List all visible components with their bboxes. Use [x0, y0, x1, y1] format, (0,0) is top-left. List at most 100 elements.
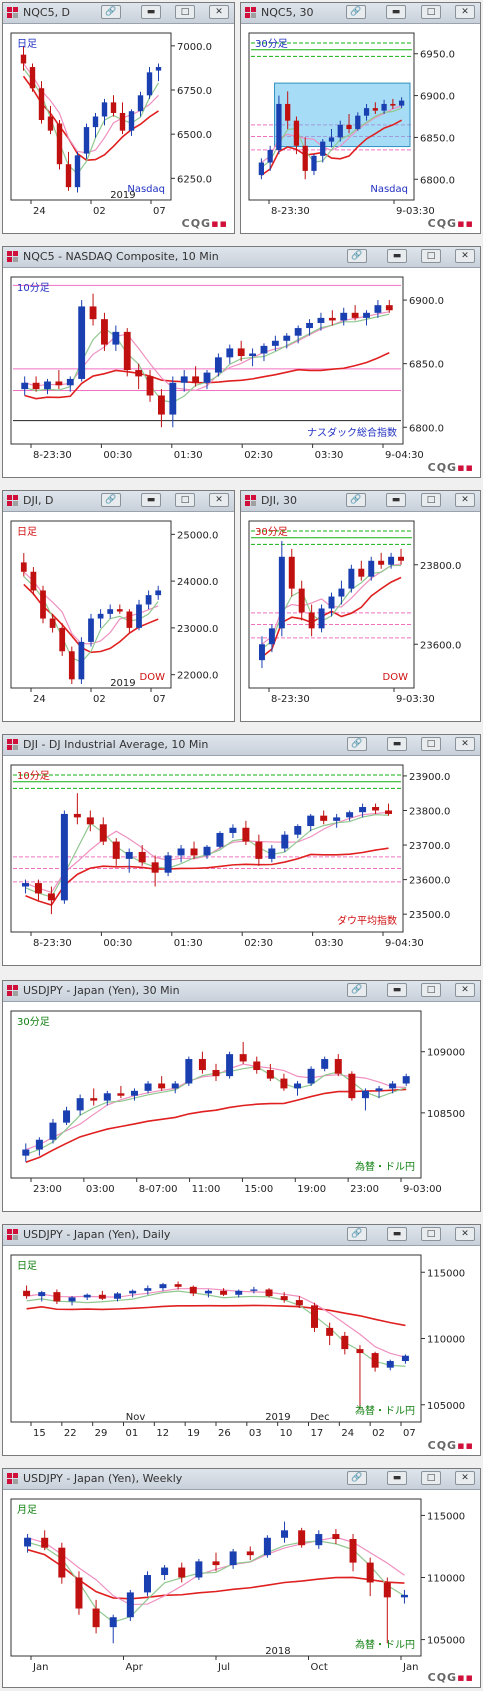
- close-button[interactable]: ✕: [455, 737, 475, 751]
- close-button[interactable]: ✕: [455, 5, 475, 19]
- chart-window-usdjpy-daily[interactable]: USDJPY - Japan (Yen), Daily 🔗 ▬ □ ✕ 日足 為替…: [2, 1224, 481, 1456]
- chart-window-usdjpy-weekly[interactable]: USDJPY - Japan (Yen), Weekly 🔗 ▬ □ ✕ 月足為…: [2, 1468, 481, 1688]
- plot-area[interactable]: 日足 Nasdaq 7000.0 6750.0 6500.0 6250.0 24 02 07 20…: [10, 32, 212, 218]
- cqg-logo-icon: [7, 7, 18, 18]
- title-bar[interactable]: NQC5 - NASDAQ Composite, 10 Min 🔗 ▬ □ ✕: [3, 247, 480, 268]
- link-button[interactable]: 🔗: [101, 5, 121, 19]
- minimize-button[interactable]: ▬: [387, 249, 407, 263]
- maximize-button[interactable]: □: [421, 1471, 441, 1485]
- chart-window-nq-daily[interactable]: NQC5, D 🔗 ▬ □ ✕ 日足 Nasdaq 7000.0 6750.0 6500…: [2, 2, 235, 234]
- x-tick-label: 02:30: [244, 450, 273, 461]
- x-tick-label: 9-03:00: [403, 1184, 442, 1195]
- chart-window-dji-30[interactable]: DJI, 30 🔗 ▬ □ ✕ 30分足 DOW 23800.0 23600.0 8-2…: [240, 490, 481, 722]
- minimize-button[interactable]: ▬: [387, 1227, 407, 1241]
- plot-area[interactable]: 30分足 DOW 23800.0 23600.0 8-23:30 9-03:30: [248, 520, 461, 706]
- x-tick-label: 9-04:30: [385, 450, 424, 461]
- title-bar[interactable]: DJI - DJ Industrial Average, 10 Min 🔗 ▬ …: [3, 735, 480, 756]
- title-bar[interactable]: DJI, 30 🔗 ▬ □ ✕: [241, 491, 480, 512]
- link-button[interactable]: 🔗: [347, 1227, 367, 1241]
- chart-window-nq-10[interactable]: NQC5 - NASDAQ Composite, 10 Min 🔗 ▬ □ ✕ …: [2, 246, 481, 478]
- close-button[interactable]: ✕: [455, 983, 475, 997]
- moving-average-line: [23, 583, 159, 654]
- candle-body: [164, 855, 172, 873]
- moving-average-line: [25, 847, 389, 906]
- moving-average-line: [23, 63, 159, 154]
- maximize-button[interactable]: □: [421, 737, 441, 751]
- candle-body: [288, 556, 295, 589]
- chart-window-dji-10[interactable]: DJI - DJ Industrial Average, 10 Min 🔗 ▬ …: [2, 734, 481, 966]
- maximize-button[interactable]: □: [421, 5, 441, 19]
- maximize-button[interactable]: □: [421, 1227, 441, 1241]
- moving-average-line: [23, 67, 160, 175]
- plot-area[interactable]: 日足 DOW 25000.0 24000.0 23000.0 22000.0 24 02 07 2…: [10, 520, 218, 706]
- close-button[interactable]: ✕: [455, 493, 475, 507]
- title-bar[interactable]: NQC5, D 🔗 ▬ □ ✕: [3, 3, 234, 24]
- minimize-button[interactable]: ▬: [141, 493, 161, 507]
- candle-body: [281, 834, 289, 849]
- maximize-button[interactable]: □: [421, 493, 441, 507]
- link-button[interactable]: 🔗: [347, 1471, 367, 1485]
- link-button[interactable]: 🔗: [101, 493, 121, 507]
- candle-body: [375, 1088, 383, 1091]
- minimize-button[interactable]: ▬: [386, 493, 406, 507]
- period-label: 10分足: [17, 282, 50, 294]
- x-tick-label: 23:00: [33, 1184, 62, 1195]
- title-bar[interactable]: USDJPY - Japan (Yen), Daily 🔗 ▬ □ ✕: [3, 1225, 480, 1246]
- close-button[interactable]: ✕: [455, 1227, 475, 1241]
- candle-body: [24, 1537, 32, 1547]
- title-bar[interactable]: USDJPY - Japan (Yen), Weekly 🔗 ▬ □ ✕: [3, 1469, 480, 1490]
- candle-body: [23, 1290, 31, 1297]
- maximize-button[interactable]: □: [421, 983, 441, 997]
- candle-body: [177, 848, 185, 856]
- chart-window-nq-30[interactable]: NQC5, 30 🔗 ▬ □ ✕ 30分足 Nasdaq 6950.0 6900.0 6…: [240, 2, 481, 234]
- plot-area[interactable]: 30分足 Nasdaq 6950.0 6900.0 6850.0 6800.0 8-23:3…: [248, 32, 455, 218]
- close-button[interactable]: ✕: [209, 493, 229, 507]
- candle-body: [86, 817, 94, 825]
- x-tick-label: 03:00: [86, 1184, 115, 1195]
- title-bar[interactable]: NQC5, 30 🔗 ▬ □ ✕: [241, 3, 480, 24]
- x-tick-label: Jul: [217, 1662, 230, 1673]
- chart-window-usdjpy-30[interactable]: USDJPY - Japan (Yen), 30 Min 🔗 ▬ □ ✕ 30分…: [2, 980, 481, 1212]
- maximize-button[interactable]: □: [175, 5, 195, 19]
- title-bar[interactable]: USDJPY - Japan (Yen), 30 Min 🔗 ▬ □ ✕: [3, 981, 480, 1002]
- link-button[interactable]: 🔗: [346, 493, 366, 507]
- chart-window-dji-daily[interactable]: DJI, D 🔗 ▬ □ ✕ 日足 DOW 25000.0 24000.0 23000.…: [2, 490, 235, 722]
- candle-body: [334, 1059, 342, 1074]
- candle-body: [374, 305, 382, 313]
- window-title: NQC5 - NASDAQ Composite, 10 Min: [23, 250, 219, 263]
- maximize-button[interactable]: □: [421, 249, 441, 263]
- close-button[interactable]: ✕: [455, 1471, 475, 1485]
- y-tick-label: 6250.0: [177, 174, 212, 185]
- candle-body: [383, 1582, 391, 1598]
- x-tick-label: 02:30: [244, 938, 273, 949]
- link-button[interactable]: 🔗: [347, 249, 367, 263]
- candle-body: [49, 1122, 57, 1140]
- close-button[interactable]: ✕: [455, 249, 475, 263]
- plot-frame: [10, 276, 404, 445]
- minimize-button[interactable]: ▬: [386, 5, 406, 19]
- minimize-button[interactable]: ▬: [141, 5, 161, 19]
- candle-body: [298, 1530, 306, 1546]
- candle-body: [161, 1567, 169, 1576]
- minimize-button[interactable]: ▬: [387, 737, 407, 751]
- link-button[interactable]: 🔗: [347, 983, 367, 997]
- title-bar[interactable]: DJI, D 🔗 ▬ □ ✕: [3, 491, 234, 512]
- maximize-button[interactable]: □: [175, 493, 195, 507]
- minimize-button[interactable]: ▬: [387, 983, 407, 997]
- link-button[interactable]: 🔗: [346, 5, 366, 19]
- x-tick-label: Jan: [402, 1662, 418, 1673]
- candle-body: [138, 851, 146, 863]
- candle-body: [66, 378, 74, 386]
- x-tick-label: 19:00: [297, 1184, 326, 1195]
- close-button[interactable]: ✕: [209, 5, 229, 19]
- candle-body: [38, 88, 45, 121]
- candle-body: [22, 1149, 30, 1156]
- link-button[interactable]: 🔗: [347, 737, 367, 751]
- candle-body: [340, 312, 348, 321]
- minimize-button[interactable]: ▬: [387, 1471, 407, 1485]
